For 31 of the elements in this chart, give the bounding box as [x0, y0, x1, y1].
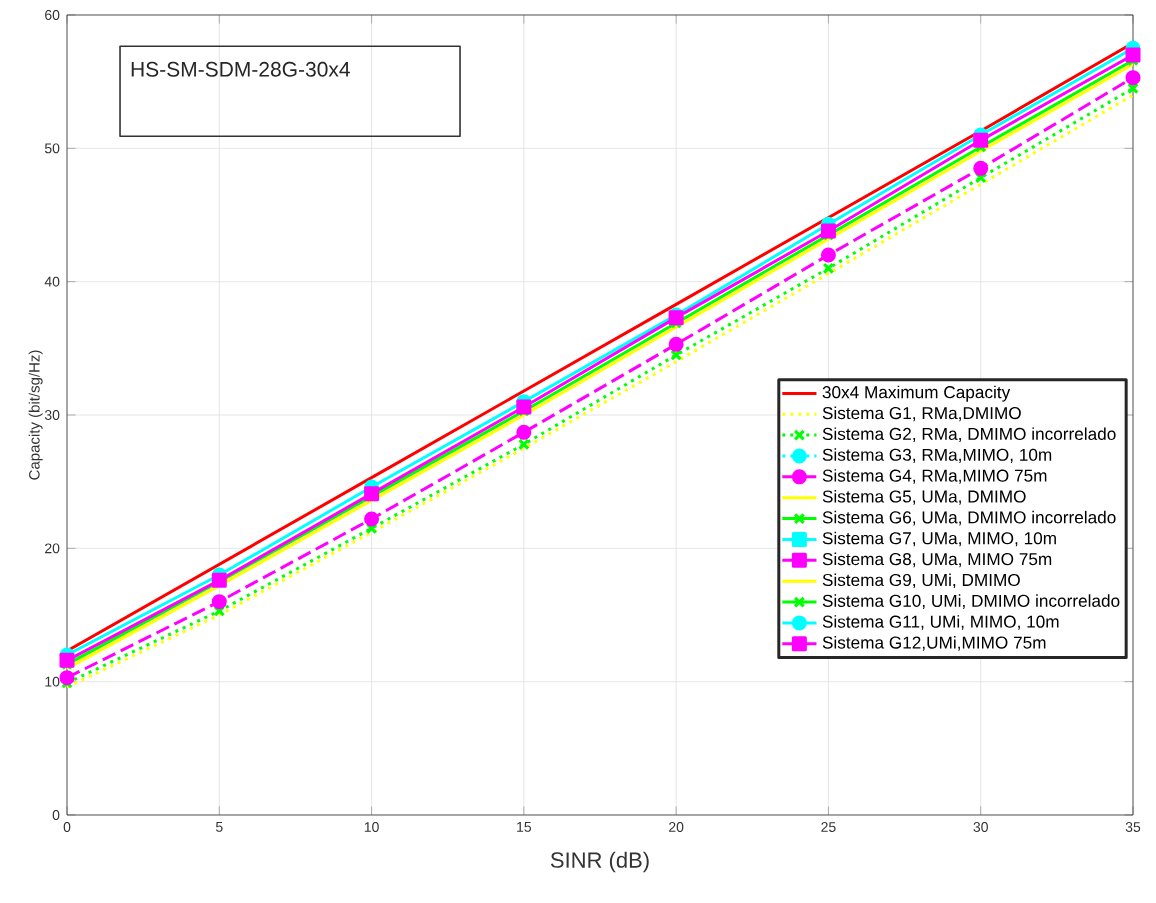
- legend-label: Sistema G5, UMa, DMIMO: [822, 489, 1026, 505]
- x-axis-title: SINR (dB): [550, 851, 649, 873]
- x-tick-label: 35: [1125, 822, 1141, 832]
- annotation: HS-SM-SDM-28G-30x4: [131, 61, 350, 77]
- x-tick-label: 10: [364, 822, 379, 832]
- legend-label: Sistema G11, UMi, MIMO, 10m: [822, 615, 1059, 630]
- legend-label: Sistema G2, RMa, DMIMO incorrelado: [822, 427, 1116, 443]
- x-tick-label: 25: [821, 822, 836, 832]
- legend-label: Sistema G10, UMi, DMIMO incorrelado: [822, 594, 1120, 609]
- y-axis-title: Capacity (bit/sg/Hz): [28, 350, 43, 480]
- y-tick-label: 50: [44, 143, 60, 154]
- legend-label: 30x4 Maximum Capacity: [822, 385, 1011, 402]
- legend-label: Sistema G1, RMa,DMIMO: [822, 406, 1021, 422]
- y-tick-label: 0: [52, 810, 60, 820]
- legend-label: Sistema G4, RMa,MIMO 75m: [822, 469, 1047, 484]
- legend-label: Sistema G6, UMa, DMIMO incorrelado: [822, 510, 1116, 526]
- x-tick-label: 30: [973, 822, 988, 832]
- legend-label: Sistema G9, UMi, DMIMO: [822, 573, 1020, 589]
- y-tick-label: 10: [45, 676, 60, 687]
- x-tick-label: 5: [215, 822, 223, 832]
- y-tick-label: 30: [44, 410, 60, 420]
- legend-label: Sistema G3, RMa,MIMO, 10m: [822, 448, 1052, 463]
- x-tick-label: 0: [63, 822, 71, 832]
- x-tick-label: 20: [669, 822, 684, 832]
- legend-label: Sistema G7, UMa, MIMO, 10m: [822, 531, 1056, 547]
- x-tick-label: 15: [517, 822, 532, 832]
- legend-label: Sistema G8, UMa, MIMO 75m: [822, 552, 1052, 568]
- y-tick-label: 60: [45, 10, 60, 20]
- legend-label: Sistema G12,UMi,MIMO 75m: [822, 636, 1046, 651]
- y-tick-label: 20: [45, 543, 60, 554]
- y-tick-label: 40: [44, 276, 60, 287]
